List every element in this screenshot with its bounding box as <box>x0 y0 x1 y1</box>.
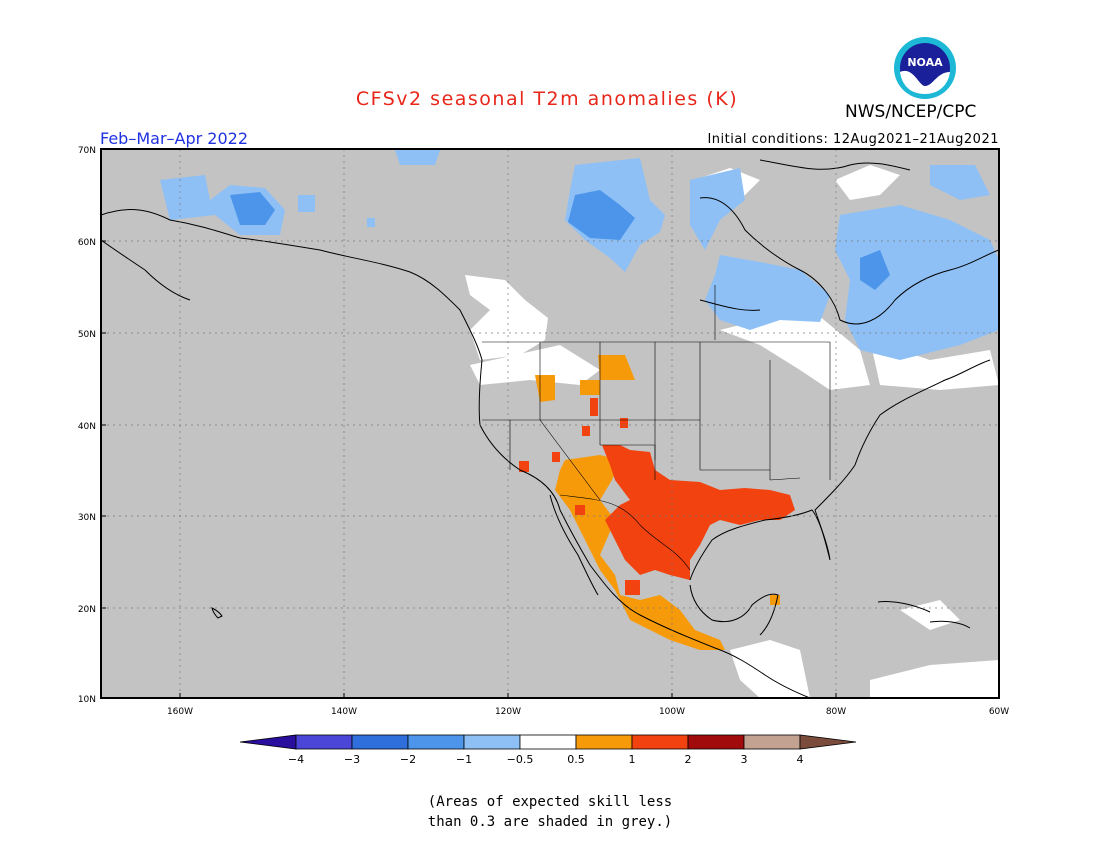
colorbar-tick-label: −0.5 <box>507 753 534 766</box>
graticule <box>101 149 999 698</box>
lat-label: 40N <box>78 422 96 432</box>
season-label: Feb–Mar–Apr 2022 <box>100 129 248 148</box>
lat-label: 60N <box>78 238 96 248</box>
colorbar-tick-label: −4 <box>288 753 304 766</box>
lat-label: 70N <box>78 146 96 156</box>
map-title: CFSv2 seasonal T2m anomalies (K) <box>355 88 739 110</box>
colorbar-segment <box>239 734 297 750</box>
tick-marks <box>101 240 837 698</box>
colorbar-segment <box>743 734 801 750</box>
colorbar-tick-label: 1 <box>629 753 636 766</box>
logo-text: NOAA <box>907 56 943 69</box>
lon-label: 60W <box>989 707 1009 717</box>
lon-label: 80W <box>826 707 846 717</box>
lon-label: 100W <box>659 707 685 717</box>
colorbar: −4 −3 −2 −1 −0.5 0.5 1 2 3 4 <box>239 734 857 766</box>
colorbar-segment <box>407 734 465 750</box>
colorbar-segment <box>519 734 577 750</box>
state-borders <box>482 285 831 571</box>
initial-conditions-label: Initial conditions: 12Aug2021–21Aug2021 <box>707 132 999 147</box>
colorbar-segment <box>463 734 521 750</box>
longitude-labels: 160W 140W 120W 100W 80W 60W <box>167 707 1009 717</box>
colorbar-segment <box>631 734 689 750</box>
lat-label: 30N <box>78 513 96 523</box>
noaa-logo-icon: NOAA <box>894 37 956 99</box>
colorbar-tick-label: −3 <box>344 753 360 766</box>
colorbar-tick-label: −2 <box>400 753 416 766</box>
colorbar-tick-label: −1 <box>456 753 472 766</box>
colorbar-tick-label: 2 <box>685 753 692 766</box>
anomaly-map: 70N 60N 50N 40N 30N 20N 10N 160W 140W 12… <box>78 146 1009 766</box>
colorbar-tick-label: 4 <box>797 753 804 766</box>
lon-label: 140W <box>331 707 357 717</box>
noaa-logo: NOAA <box>893 36 957 100</box>
agency-label: NWS/NCEP/CPC <box>845 102 977 122</box>
coastlines <box>101 159 999 698</box>
colorbar-tick-label: 3 <box>741 753 748 766</box>
colorbar-segment <box>687 734 745 750</box>
lat-label: 50N <box>78 330 96 340</box>
skill-note: (Areas of expected skill less than 0.3 a… <box>0 792 1100 832</box>
lat-label: 20N <box>78 605 96 615</box>
colorbar-tick-label: 0.5 <box>567 753 585 766</box>
lon-label: 120W <box>495 707 521 717</box>
colorbar-segment <box>295 734 353 750</box>
map-frame <box>100 148 1000 699</box>
lon-label: 160W <box>167 707 193 717</box>
colorbar-segment <box>799 734 857 750</box>
colorbar-segment <box>351 734 409 750</box>
lat-label: 10N <box>78 695 96 705</box>
colorbar-segment <box>575 734 633 750</box>
latitude-labels: 70N 60N 50N 40N 30N 20N 10N <box>78 146 96 705</box>
anomaly-shading <box>160 150 999 698</box>
skill-note-line: (Areas of expected skill less <box>427 794 673 810</box>
skill-note-line: than 0.3 are shaded in grey.) <box>427 814 673 830</box>
